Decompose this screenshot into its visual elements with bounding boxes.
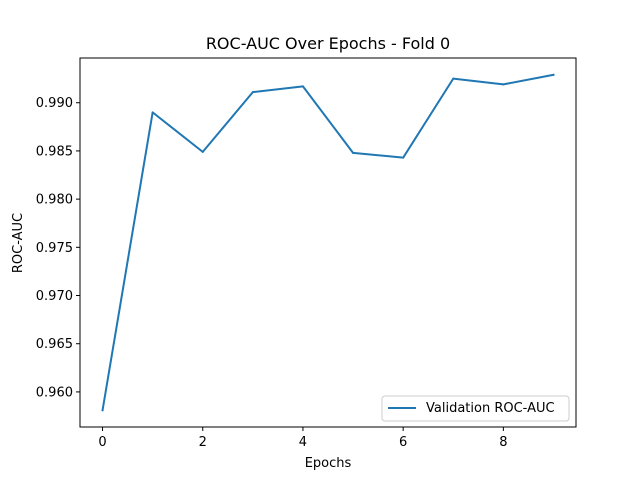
y-tick-label: 0.970 bbox=[36, 289, 73, 304]
data-point bbox=[502, 83, 505, 86]
data-point bbox=[151, 111, 154, 114]
x-tick-label: 0 bbox=[98, 435, 106, 450]
y-tick-label: 0.965 bbox=[36, 337, 73, 352]
legend-label-validation: Validation ROC-AUC bbox=[426, 401, 555, 416]
plot-area-frame bbox=[79, 57, 577, 428]
legend: Validation ROC-AUC bbox=[381, 395, 570, 422]
legend-box bbox=[381, 395, 570, 422]
data-point bbox=[352, 151, 355, 154]
data-point bbox=[452, 77, 455, 80]
data-point bbox=[301, 85, 304, 88]
x-tick-label: 2 bbox=[199, 435, 207, 450]
y-tick-label: 0.985 bbox=[36, 144, 73, 159]
data-point bbox=[101, 409, 104, 412]
y-tick-label: 0.980 bbox=[36, 193, 73, 208]
x-axis-label: Epochs bbox=[305, 456, 352, 471]
data-point bbox=[552, 73, 555, 76]
x-tick-label: 6 bbox=[399, 435, 407, 450]
x-tick-label: 4 bbox=[299, 435, 307, 450]
chart-title: ROC-AUC Over Epochs - Fold 0 bbox=[206, 34, 450, 53]
y-tick-label: 0.990 bbox=[36, 96, 73, 111]
y-tick-label: 0.975 bbox=[36, 241, 73, 256]
x-tick-label: 8 bbox=[499, 435, 507, 450]
series-line-validation-roc-auc bbox=[101, 73, 555, 412]
data-point bbox=[201, 150, 204, 153]
data-point bbox=[251, 91, 254, 94]
y-axis-ticks: 0.960 0.965 0.970 0.975 0.980 0.985 0.990 bbox=[36, 96, 80, 400]
data-point bbox=[402, 156, 405, 159]
y-axis-label: ROC-AUC bbox=[11, 213, 26, 273]
x-axis-ticks: 0 2 4 6 8 bbox=[98, 427, 507, 450]
y-tick-label: 0.960 bbox=[36, 385, 73, 400]
series-group bbox=[101, 73, 555, 412]
